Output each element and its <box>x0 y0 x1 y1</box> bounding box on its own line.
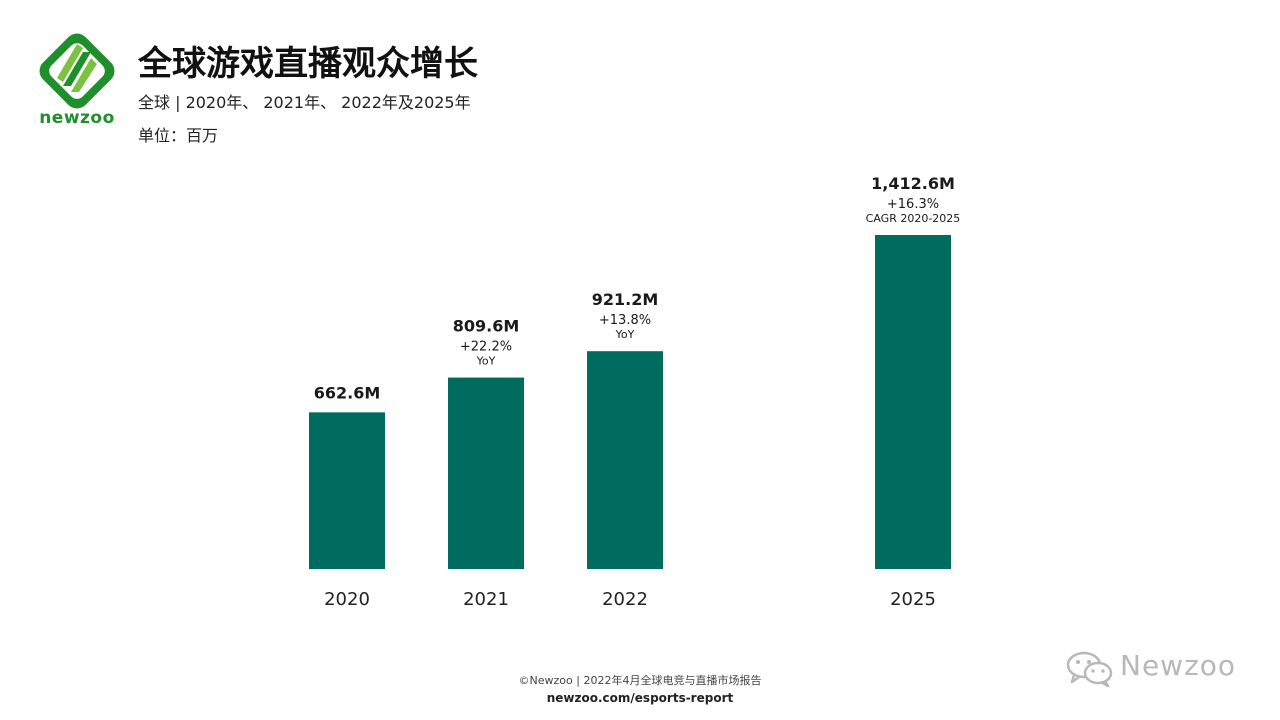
x-tick-label: 2020 <box>324 589 370 610</box>
page-title: 全球游戏直播观众增长 <box>138 44 478 84</box>
growth-note: CAGR 2020-2025 <box>866 212 961 225</box>
footer-url[interactable]: newzoo.com/esports-report <box>546 691 734 705</box>
x-tick-label: 2022 <box>602 589 648 610</box>
unit-label: 单位：百万 <box>138 126 219 145</box>
value-label: 921.2M <box>592 290 659 309</box>
wechat-icon <box>1066 651 1113 688</box>
newzoo-logo: newzoo <box>34 28 120 132</box>
watermark-text: Newzoo <box>1120 649 1237 682</box>
value-label: 1,412.6M <box>871 174 955 193</box>
growth-label: +13.8% <box>599 313 651 328</box>
growth-label: +16.3% <box>887 197 939 212</box>
bar-2025 <box>875 235 951 569</box>
page-subtitle: 全球 | 2020年、 2021年、 2022年及2025年 <box>138 93 471 112</box>
growth-note: YoY <box>476 355 496 368</box>
value-label: 809.6M <box>453 317 520 336</box>
newzoo-logo-icon <box>39 33 115 109</box>
footer-copyright: ©Newzoo | 2022年4月全球电竞与直播市场报告 <box>518 674 762 687</box>
x-tick-label: 2021 <box>463 589 509 610</box>
logo-wordmark: newzoo <box>39 108 115 128</box>
bar-2020 <box>309 412 385 569</box>
x-tick-label: 2025 <box>890 589 936 610</box>
growth-note: YoY <box>615 328 635 341</box>
value-label: 662.6M <box>314 383 381 402</box>
bar-2022 <box>587 351 663 569</box>
watermark: Newzoo <box>1064 648 1244 688</box>
bar-2021 <box>448 377 524 569</box>
growth-label: +22.2% <box>460 340 512 355</box>
